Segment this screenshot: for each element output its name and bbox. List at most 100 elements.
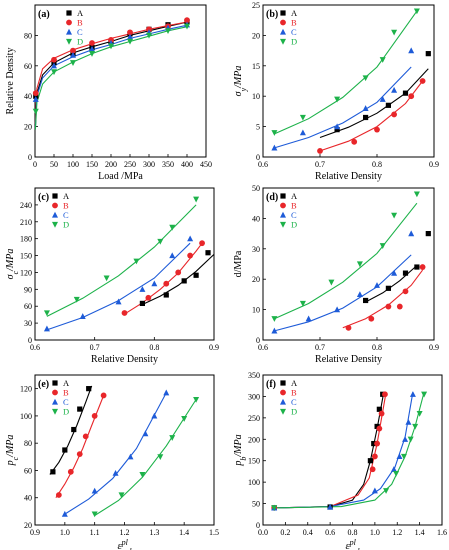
data-point — [108, 43, 114, 50]
legend-marker — [280, 398, 286, 405]
legend-label: D — [291, 37, 297, 47]
data-point — [363, 297, 369, 304]
data-point — [175, 269, 182, 276]
legend-marker — [66, 28, 72, 35]
chart-panel: 0.9 1.0 1.1 1.2 1.3 1.4 1.5 20 40 60 80 100 120 (e) εv… — [5, 374, 219, 550]
data-point — [139, 471, 146, 478]
legend-label: D — [291, 407, 297, 417]
x-tick-label: 1.0 — [60, 528, 70, 537]
fit-curve — [46, 204, 197, 317]
legend-label: C — [63, 210, 69, 220]
data-point — [362, 75, 369, 82]
data-point — [379, 57, 386, 63]
data-point — [271, 130, 278, 136]
data-point — [103, 275, 110, 282]
data-point — [43, 310, 50, 317]
x-tick-label: 1.6 — [437, 528, 447, 537]
data-point — [402, 270, 409, 276]
y-tick-label: 200 — [248, 435, 260, 444]
data-point — [100, 392, 107, 399]
data-point — [379, 96, 386, 102]
legend-label: B — [291, 18, 297, 28]
data-point — [51, 62, 57, 69]
data-point — [145, 294, 152, 301]
y-tick-label: 0 — [28, 153, 32, 162]
data-point — [317, 148, 323, 154]
data-point — [369, 466, 376, 473]
legend-label: A — [63, 191, 70, 201]
data-point — [32, 108, 39, 115]
data-point — [391, 269, 398, 276]
data-point — [374, 282, 380, 288]
y-tick-label: 60 — [24, 62, 32, 71]
data-point — [385, 102, 391, 108]
data-point — [115, 298, 122, 305]
data-point — [385, 285, 391, 291]
y-tick-label: 0 — [28, 336, 32, 345]
plot-frame — [34, 374, 215, 526]
legend-marker — [52, 211, 58, 218]
legend-marker — [280, 28, 286, 35]
data-point — [169, 224, 176, 231]
legend-label: D — [63, 407, 69, 417]
data-point — [425, 231, 431, 237]
data-point — [371, 440, 377, 447]
data-point — [391, 212, 398, 219]
data-point — [118, 492, 125, 499]
data-point — [409, 391, 416, 397]
data-point — [55, 492, 62, 498]
data-point — [419, 78, 426, 84]
data-point — [391, 29, 398, 36]
legend-label: C — [291, 27, 297, 37]
legend-marker — [52, 408, 58, 415]
y-axis-label: d/MPa — [233, 250, 244, 277]
data-point — [61, 510, 68, 517]
data-point — [169, 252, 176, 259]
data-point — [405, 418, 412, 425]
data-point — [379, 243, 386, 249]
y-tick-label: 20 — [252, 275, 260, 284]
data-point — [187, 235, 194, 242]
data-point — [127, 29, 133, 36]
y-tick-label: 10 — [252, 92, 260, 101]
y-tick-label: 120 — [20, 268, 32, 277]
data-point — [396, 453, 403, 460]
y-tick-label: 50 — [252, 184, 260, 193]
x-tick-label: 1.2 — [392, 528, 402, 537]
data-point — [151, 412, 158, 419]
data-point — [382, 391, 388, 398]
data-point — [371, 453, 378, 460]
y-tick-label: 25 — [252, 1, 260, 10]
x-tick-label: 1.1 — [90, 528, 100, 537]
y-axis-label: Relative Density — [5, 48, 16, 115]
data-point — [193, 196, 200, 203]
panel-label: (c) — [38, 192, 49, 203]
data-point — [271, 327, 278, 334]
x-tick-label: 1.4 — [179, 528, 189, 537]
y-tick-label: 20 — [24, 123, 32, 132]
data-point — [184, 23, 190, 30]
data-point — [356, 291, 363, 297]
data-point — [408, 230, 415, 237]
y-tick-label: 300 — [248, 392, 260, 401]
data-point — [70, 47, 76, 54]
legend-label: A — [291, 191, 298, 201]
x-axis-label: εvolpl — [345, 538, 360, 550]
legend-marker — [280, 10, 286, 16]
plot-frame — [34, 187, 215, 341]
data-point — [334, 306, 341, 313]
data-point — [89, 51, 95, 57]
data-point — [51, 69, 57, 76]
legend-label: D — [77, 37, 83, 47]
y-tick-label: 60 — [24, 466, 32, 475]
data-point — [43, 325, 50, 332]
legend-marker — [52, 389, 58, 396]
legend-marker — [52, 398, 58, 405]
legend-label: A — [63, 378, 70, 388]
data-point — [271, 316, 278, 322]
y-tick-label: 0 — [256, 521, 260, 530]
panel-label: (b) — [266, 9, 278, 20]
legend-label: C — [291, 397, 297, 407]
data-point — [396, 303, 403, 310]
